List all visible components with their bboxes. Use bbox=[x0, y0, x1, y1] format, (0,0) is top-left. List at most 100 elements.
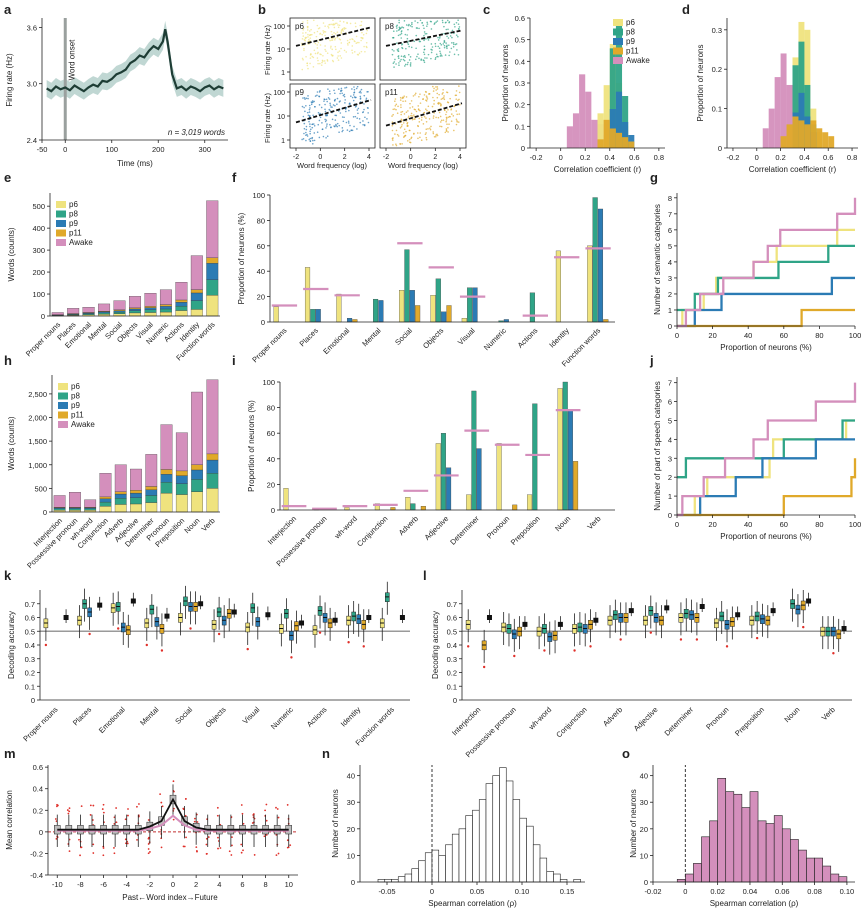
subplot-frame bbox=[379, 17, 467, 81]
stacked-bar-segment-awake bbox=[206, 379, 219, 455]
scatter-point bbox=[324, 48, 326, 51]
scatter-point bbox=[427, 128, 429, 130]
y-tick-label: 60 bbox=[257, 242, 265, 251]
scatter-point bbox=[322, 135, 325, 138]
scatter-point bbox=[351, 96, 354, 99]
scatter-point bbox=[400, 37, 403, 39]
scatter-point bbox=[405, 24, 408, 26]
scatter-point bbox=[415, 110, 418, 113]
scatter-point bbox=[443, 98, 446, 101]
x-tick-label: 0.10 bbox=[515, 887, 530, 896]
scatter-point bbox=[454, 25, 456, 28]
y-tick-label: 0.7 bbox=[25, 600, 35, 609]
x-tick-label: 10 bbox=[285, 880, 293, 889]
scatter-point bbox=[324, 118, 326, 121]
legend-label-p6: p6 bbox=[69, 200, 78, 209]
x-tick-label: 20 bbox=[708, 520, 716, 529]
scatter-point bbox=[436, 96, 439, 99]
scatter-point bbox=[322, 60, 324, 62]
scatter-point bbox=[396, 24, 398, 27]
outlier-point bbox=[92, 852, 95, 854]
scatter-point bbox=[417, 124, 419, 127]
histogram-bar-awake bbox=[780, 53, 787, 148]
scatter-point bbox=[367, 121, 370, 124]
scatter-point bbox=[430, 125, 432, 128]
y-tick-label: 0.2 bbox=[712, 65, 722, 74]
scatter-point bbox=[455, 118, 458, 121]
scatter-point bbox=[325, 114, 328, 117]
awake-median-marker bbox=[486, 615, 492, 620]
scatter-point bbox=[407, 110, 409, 112]
scatter-point bbox=[440, 125, 443, 128]
scatter-point bbox=[457, 121, 460, 123]
grouped-bar-p9 bbox=[409, 290, 415, 323]
scatter-point bbox=[399, 60, 401, 62]
scatter-point bbox=[301, 57, 304, 60]
y-tick-label: 1 bbox=[281, 70, 285, 77]
scatter-point bbox=[439, 115, 442, 118]
x-tick-label: 0 bbox=[755, 153, 759, 162]
scatter-point bbox=[445, 28, 448, 31]
scatter-point bbox=[452, 45, 455, 48]
outlier-point bbox=[725, 645, 729, 648]
histogram-bar bbox=[492, 775, 500, 883]
legend-swatch-p11 bbox=[58, 411, 68, 419]
scatter-point bbox=[348, 109, 350, 112]
scatter-point bbox=[393, 108, 396, 110]
y-tick-label: 400 bbox=[32, 224, 45, 233]
y-tick-label: 0.4 bbox=[33, 785, 43, 794]
awake-median-marker bbox=[699, 604, 705, 609]
scatter-point bbox=[443, 109, 446, 112]
scatter-point bbox=[408, 129, 411, 132]
outlier-point bbox=[467, 645, 470, 648]
scatter-point bbox=[439, 121, 442, 123]
category-label: Social bbox=[173, 705, 194, 726]
step-line-p9 bbox=[677, 276, 855, 328]
stacked-bar-segment-p11 bbox=[129, 307, 141, 310]
scatter-point bbox=[302, 58, 304, 61]
scatter-point bbox=[324, 108, 326, 111]
scatter-point bbox=[351, 52, 354, 54]
scatter-point bbox=[358, 118, 361, 120]
scatter-point bbox=[326, 52, 329, 54]
scatter-point bbox=[406, 63, 409, 66]
scatter-point bbox=[446, 35, 448, 38]
scatter-point bbox=[403, 59, 406, 62]
legend-swatch-p9 bbox=[613, 38, 623, 45]
scatter-point bbox=[314, 42, 317, 45]
scatter-point bbox=[340, 47, 342, 50]
y-tick-label: 0 bbox=[39, 828, 43, 837]
scatter-point bbox=[426, 23, 429, 25]
x-tick-label: 80 bbox=[815, 331, 823, 340]
scatter-point bbox=[308, 111, 311, 113]
x-tick-label: 0.6 bbox=[823, 153, 833, 162]
scatter-point bbox=[413, 132, 415, 135]
scatter-point bbox=[404, 100, 407, 102]
scatter-point bbox=[308, 138, 311, 141]
category-label: Proper nouns bbox=[21, 705, 59, 743]
y-tick-label: 40 bbox=[267, 455, 275, 464]
scatter-point bbox=[307, 97, 309, 100]
category-label: Pronoun bbox=[485, 514, 511, 540]
scatter-point bbox=[345, 86, 348, 89]
scatter-point bbox=[329, 104, 332, 106]
outlier-point bbox=[44, 643, 48, 647]
stacked-bar-segment-p8 bbox=[113, 311, 126, 314]
x-axis-label: Past←Word index→Future bbox=[122, 893, 218, 902]
scatter-point bbox=[441, 97, 444, 100]
scatter-point bbox=[349, 103, 351, 105]
scatter-point bbox=[308, 38, 310, 41]
scatter-point bbox=[438, 47, 441, 49]
scatter-point bbox=[430, 43, 433, 45]
x-tick-label: 40 bbox=[744, 520, 752, 529]
x-tick-label: -2 bbox=[147, 880, 154, 889]
scatter-point bbox=[400, 111, 402, 113]
stacked-bar-segment-p8 bbox=[191, 479, 203, 492]
legend-swatch-awake bbox=[58, 421, 68, 428]
outlier-point bbox=[277, 852, 280, 855]
scatter-point bbox=[433, 135, 436, 138]
scatter-point bbox=[417, 109, 420, 111]
histogram-bar-awake bbox=[572, 113, 580, 148]
scatter-point bbox=[311, 55, 314, 58]
scatter-point bbox=[317, 123, 320, 126]
